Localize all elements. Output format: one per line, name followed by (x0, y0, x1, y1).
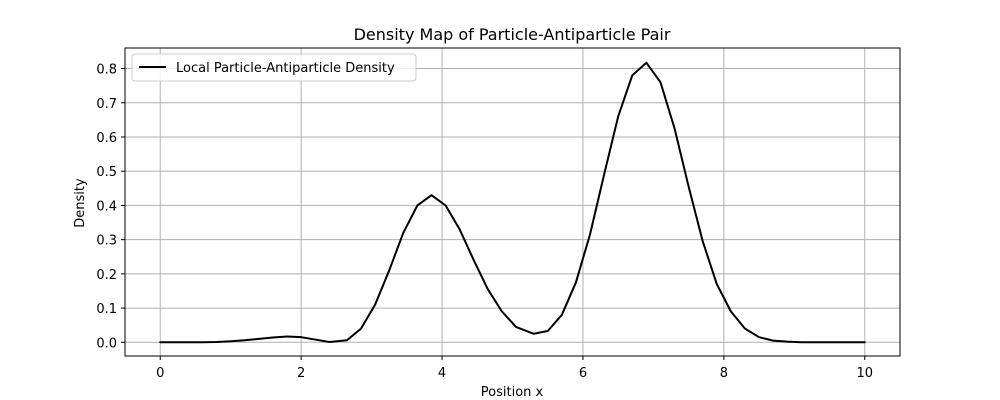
y-tick-label: 0.0 (96, 336, 117, 351)
x-tick-label: 10 (856, 366, 873, 381)
tick-layer: 0 2 4 6 8 10 0.0 0.1 0.2 0.3 0.4 0.5 0.6 0.7 0.8 (96, 63, 873, 381)
x-axis-label: Position x (481, 385, 544, 400)
y-tick-label: 0.3 (96, 234, 117, 249)
x-tick-label: 6 (579, 366, 587, 381)
y-tick-label: 0.7 (96, 97, 117, 112)
y-tick-label: 0.8 (96, 63, 117, 78)
x-tick-label: 8 (720, 366, 728, 381)
y-axis-label: Density (73, 178, 88, 228)
y-tick-label: 0.4 (96, 199, 117, 214)
series-layer (159, 61, 866, 344)
x-tick-label: 2 (297, 366, 305, 381)
grid-layer (125, 48, 900, 356)
x-tick-label: 0 (156, 366, 164, 381)
y-tick-label: 0.6 (96, 131, 117, 146)
y-tick-label: 0.2 (96, 268, 117, 283)
legend: Local Particle-Antiparticle Density (131, 53, 417, 82)
y-tick-label: 0.5 (96, 165, 117, 180)
x-tick-label: 4 (438, 366, 446, 381)
legend-box (131, 53, 417, 82)
chart-title: Density Map of Particle-Antiparticle Pai… (354, 25, 671, 44)
legend-label: Local Particle-Antiparticle Density (176, 61, 395, 76)
plot-frame (124, 47, 901, 357)
density-series-line (159, 61, 866, 344)
y-tick-label: 0.1 (96, 302, 117, 317)
